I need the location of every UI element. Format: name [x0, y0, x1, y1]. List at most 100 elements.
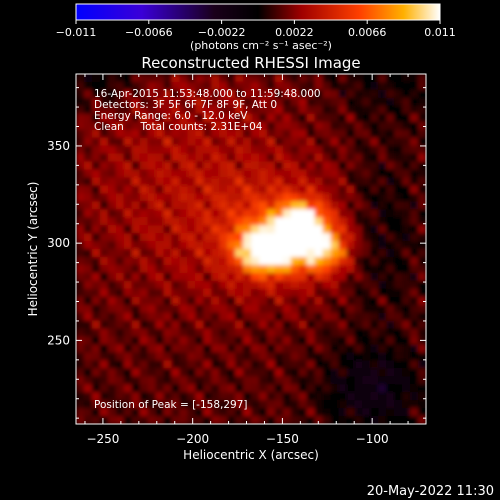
heatmap-cell [402, 105, 411, 115]
heatmap-cell [370, 408, 379, 417]
heatmap-cell [179, 241, 188, 250]
heatmap-cell [123, 241, 133, 250]
heatmap-cell [235, 256, 244, 266]
heatmap-cell [306, 129, 316, 139]
heatmap-cell [258, 217, 268, 226]
heatmap-cell [418, 121, 426, 131]
heatmap-cell [402, 352, 411, 361]
heatmap-cell [155, 272, 165, 282]
heatmap-cell [171, 233, 180, 242]
heatmap-cell [370, 336, 379, 346]
heatmap-cell [410, 113, 419, 123]
heatmap-cell [171, 169, 180, 178]
heatmap-cell [235, 360, 244, 369]
heatmap-cell [99, 408, 109, 417]
heatmap-cell [211, 185, 220, 194]
heatmap-cell [107, 312, 117, 322]
heatmap-cell [115, 89, 125, 99]
heatmap-cell [306, 376, 316, 385]
heatmap-cell [195, 320, 204, 330]
heatmap-cell [410, 153, 419, 163]
heatmap-cell [370, 97, 379, 107]
heatmap-cell [274, 352, 284, 361]
heatmap-cell [251, 264, 260, 274]
heatmap-cell [107, 153, 117, 163]
heatmap-cell [298, 89, 308, 99]
heatmap-cell [386, 209, 395, 218]
heatmap-cell [99, 392, 109, 401]
heatmap-cell [418, 201, 426, 210]
heatmap-cell [227, 209, 236, 218]
heatmap-cell [203, 121, 212, 131]
heatmap-cell [410, 105, 419, 115]
y-tick-label: 250 [47, 333, 70, 347]
heatmap-cell [314, 201, 324, 210]
heatmap-cell [219, 296, 228, 306]
heatmap-cell [219, 352, 228, 361]
x-axis-ticks: −250 −200 −150 −100 [84, 74, 427, 446]
heatmap-cell [274, 81, 284, 91]
heatmap-cell [195, 384, 204, 393]
heatmap-cell [266, 264, 276, 274]
heatmap-cell [219, 145, 228, 155]
heatmap-cell [123, 400, 133, 409]
heatmap-cell [179, 113, 188, 123]
heatmap-cell [147, 169, 157, 178]
heatmap-cell [107, 376, 117, 385]
heatmap-cell [338, 97, 348, 107]
heatmap-cell [251, 288, 260, 298]
heatmap-cell [258, 384, 268, 393]
heatmap-cell [91, 416, 101, 424]
heatmap-cell [314, 264, 324, 274]
heatmap-cell [171, 225, 180, 234]
heatmap-cell [394, 336, 403, 346]
heatmap-cell [235, 74, 244, 83]
heatmap-cell [322, 336, 332, 346]
heatmap-cell [211, 392, 220, 401]
heatmap-cell [243, 328, 252, 338]
heatmap-cell [195, 169, 204, 178]
heatmap-cell [394, 400, 403, 409]
heatmap-cell [418, 185, 426, 194]
heatmap-cell [394, 129, 403, 139]
heatmap-cell [346, 344, 355, 353]
heatmap-cell [83, 296, 93, 306]
heatmap-cell [402, 328, 411, 338]
heatmap-cell [362, 320, 371, 330]
heatmap-cell [322, 344, 332, 353]
heatmap-cell [386, 233, 395, 242]
heatmap-cell [163, 296, 173, 306]
heatmap-cell [330, 336, 340, 346]
heatmap-cell [211, 97, 220, 107]
heatmap-cell [227, 408, 236, 417]
heatmap-cell [139, 352, 149, 361]
heatmap-cell [139, 344, 149, 353]
heatmap-cell [99, 233, 109, 242]
y-axis-label: Heliocentric Y (arcsec) [26, 182, 40, 317]
heatmap-cell [171, 256, 180, 266]
heatmap-cell [219, 249, 228, 258]
heatmap-cell [219, 264, 228, 274]
heatmap-cell [346, 193, 355, 202]
heatmap-cell [322, 416, 332, 424]
heatmap-cell [362, 233, 371, 242]
heatmap-cell [163, 89, 173, 99]
heatmap-cell [298, 392, 308, 401]
heatmap-cell [195, 105, 204, 115]
heatmap-cell [195, 272, 204, 282]
heatmap-cell [155, 74, 165, 83]
heatmap-cell [290, 256, 300, 266]
heatmap-cell [354, 272, 363, 282]
heatmap-cell [330, 209, 340, 218]
heatmap-cell [147, 328, 157, 338]
heatmap-cell [171, 400, 180, 409]
heatmap-cell [179, 81, 188, 91]
heatmap-cell [243, 304, 252, 314]
heatmap-cell [131, 280, 141, 290]
heatmap-cell [123, 129, 133, 139]
heatmap-cell [330, 360, 340, 369]
heatmap-cell [266, 256, 276, 266]
heatmap-cell [139, 241, 149, 250]
heatmap-cell [306, 360, 316, 369]
heatmap-cell [282, 392, 292, 401]
